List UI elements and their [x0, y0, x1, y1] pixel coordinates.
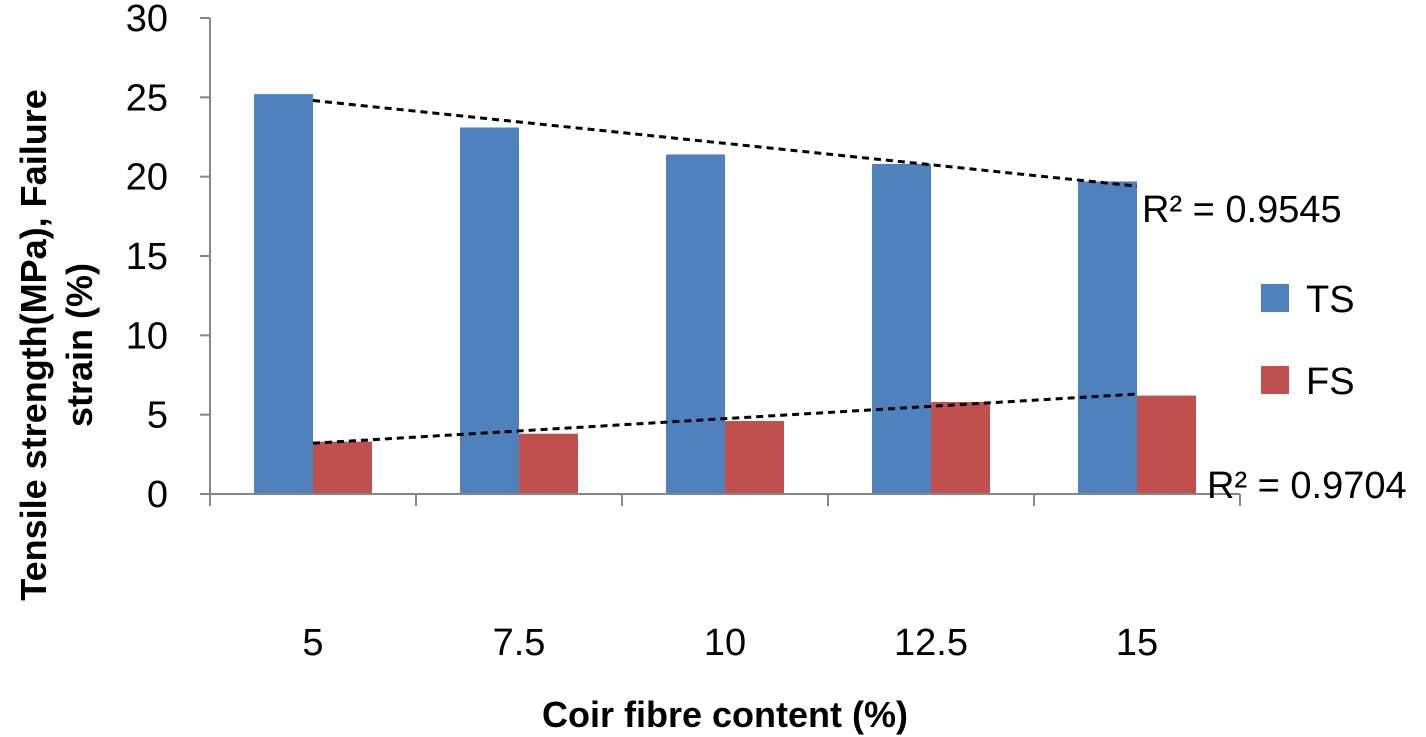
y-tick-label: 15 — [126, 236, 168, 278]
x-tick-label: 10 — [704, 622, 746, 664]
x-tick-label: 5 — [302, 622, 323, 664]
bar-ts-15 — [1078, 181, 1137, 494]
bar-fs-10 — [725, 421, 784, 494]
x-axis-title: Coir fibre content (%) — [542, 694, 908, 735]
legend-label-fs: FS — [1306, 361, 1355, 403]
trendline-ts — [312, 99, 1138, 188]
x-tick-label: 12.5 — [894, 622, 968, 664]
x-tick-label: 15 — [1116, 622, 1158, 664]
bar-fs-5 — [313, 441, 372, 494]
bar-fs-15 — [1137, 395, 1196, 494]
r-squared-label-ts: R² = 0.9545 — [1142, 189, 1342, 231]
y-axis-title-line-2: strain (%) — [59, 263, 100, 427]
y-tick-label: 30 — [126, 0, 168, 40]
r-squared-label-fs: R² = 0.9704 — [1207, 465, 1407, 507]
plot-area: 0 5 10 15 20 25 30 5 7.5 10 12.5 15 R² = 0.9545 R² = … — [126, 0, 1407, 664]
y-axis-title-line-1: Tensile strength(MPa), Failure — [13, 89, 54, 600]
bar-ts-5 — [254, 94, 313, 494]
y-tick-label: 20 — [126, 157, 168, 199]
y-axis-title: Tensile strength(MPa), Failure strain (%… — [13, 89, 100, 600]
legend-swatch-fs — [1261, 366, 1289, 394]
trendline-fs — [312, 392, 1138, 445]
bar-ts-7.5 — [460, 127, 519, 494]
y-tick-label: 25 — [126, 77, 168, 119]
bar-fs-12.5 — [931, 401, 990, 494]
legend-swatch-ts — [1261, 284, 1289, 312]
y-tick-label: 5 — [147, 395, 168, 437]
bar-fs-7.5 — [519, 433, 578, 494]
legend-label-ts: TS — [1306, 279, 1355, 321]
bar-ts-12.5 — [872, 163, 931, 494]
y-tick-label: 0 — [147, 474, 168, 516]
y-tick-label: 10 — [126, 315, 168, 357]
bar-ts-10 — [666, 154, 725, 494]
x-tick-label: 7.5 — [493, 622, 546, 664]
